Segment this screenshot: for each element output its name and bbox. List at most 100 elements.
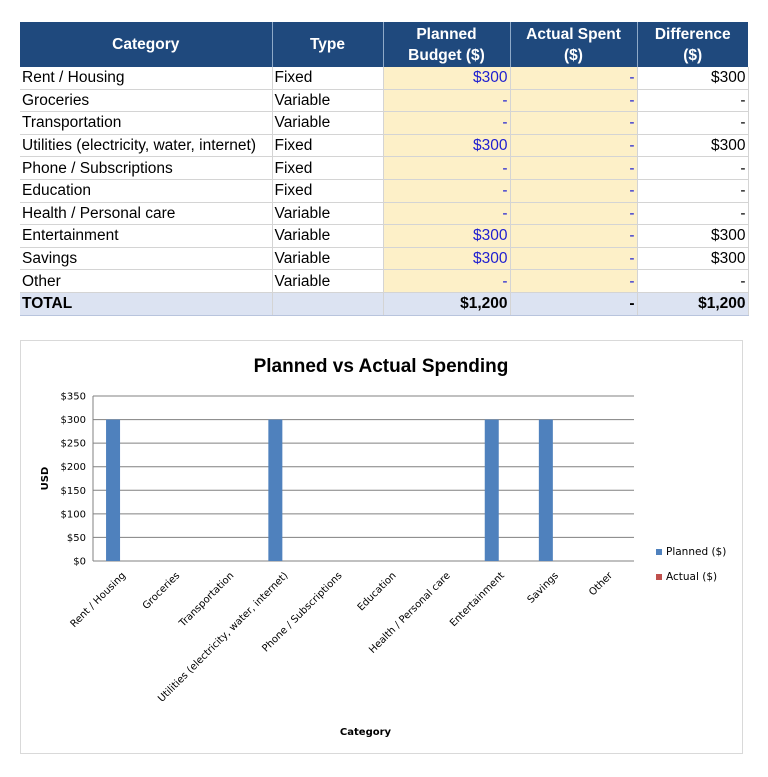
actual-cell[interactable]: - [510,269,638,293]
total-actual-cell[interactable]: - [510,292,638,316]
total-difference-cell[interactable]: $1,200 [637,292,749,316]
y-tick-label: $300 [61,415,86,426]
x-tick-label: Entertainment [448,570,507,629]
type-cell[interactable]: Fixed [272,134,384,158]
category-cell[interactable]: Rent / Housing [20,67,273,90]
category-cell[interactable]: Groceries [20,89,273,113]
planned-cell[interactable]: - [383,156,511,180]
header-diff-line1: Difference [654,25,731,43]
planned-cell[interactable]: - [383,89,511,113]
type-cell[interactable]: Fixed [272,67,384,90]
chart-title: Planned vs Actual Spending [254,356,509,377]
difference-cell[interactable]: - [637,179,749,203]
difference-cell[interactable]: $300 [637,67,749,90]
difference-cell[interactable]: - [637,156,749,180]
type-cell[interactable]: Fixed [272,179,384,203]
header-actual[interactable]: Actual Spent ($) [510,22,638,67]
bar-planned [106,419,121,561]
header-actual-line2: ($) [564,46,583,64]
actual-cell[interactable]: - [510,179,638,203]
category-cell[interactable]: Savings [20,247,273,271]
category-cell[interactable]: Transportation [20,111,273,135]
actual-cell[interactable]: - [510,202,638,226]
x-tick-label: Education [356,570,399,613]
planned-cell[interactable]: - [383,202,511,226]
category-cell[interactable]: Utilities (electricity, water, internet) [20,134,273,158]
planned-cell[interactable]: $300 [383,67,511,90]
y-tick-label: $350 [61,392,86,403]
bar-planned [268,419,283,561]
type-cell[interactable]: Variable [272,89,384,113]
x-tick-label: Other [587,570,615,598]
header-planned[interactable]: Planned Budget ($) [383,22,511,67]
total-planned-cell[interactable]: $1,200 [383,292,511,316]
table-row: Other Variable - - - [20,269,749,293]
difference-cell[interactable]: - [637,89,749,113]
category-cell[interactable]: Health / Personal care [20,202,273,226]
planned-cell[interactable]: $300 [383,134,511,158]
category-cell[interactable]: Other [20,269,273,293]
x-tick-label: Groceries [141,570,182,611]
planned-cell[interactable]: $300 [383,224,511,248]
planned-cell[interactable]: $300 [383,247,511,271]
difference-cell[interactable]: $300 [637,134,749,158]
table-row: Health / Personal care Variable - - - [20,202,749,226]
legend-swatch [656,574,662,580]
chart-canvas: Planned vs Actual Spending $0 $50 $100 $150 $… [40,356,726,738]
actual-cell[interactable]: - [510,224,638,248]
header-planned-line1: Planned [416,25,477,43]
planned-cell[interactable]: - [383,269,511,293]
difference-cell[interactable]: - [637,202,749,226]
table-row: Rent / Housing Fixed $300 - $300 [20,67,749,90]
planned-cell[interactable]: - [383,179,511,203]
legend-label: Planned ($) [666,546,726,558]
table-row: Education Fixed - - - [20,179,749,203]
difference-cell[interactable]: $300 [637,247,749,271]
y-tick-label: $250 [61,439,86,450]
total-label-cell[interactable]: TOTAL [20,292,273,316]
header-row: Category Type Planned Budget ($) Actual … [20,22,748,67]
actual-cell[interactable]: - [510,89,638,113]
actual-cell[interactable]: - [510,67,638,90]
type-cell[interactable]: Variable [272,224,384,248]
table-row: Entertainment Variable $300 - $300 [20,224,749,248]
x-axis-title: Category [340,727,392,738]
type-cell[interactable]: Variable [272,269,384,293]
actual-cell[interactable]: - [510,134,638,158]
legend-swatch [656,549,662,555]
legend-label: Actual ($) [666,571,717,583]
y-tick-label: $0 [73,557,86,568]
x-tick-label: Savings [526,570,561,605]
header-type[interactable]: Type [272,22,384,67]
spending-chart[interactable]: Planned vs Actual Spending $0 $50 $100 $150 $… [20,340,743,754]
difference-cell[interactable]: $300 [637,224,749,248]
planned-cell[interactable]: - [383,111,511,135]
difference-cell[interactable]: - [637,111,749,135]
total-row: TOTAL $1,200 - $1,200 [20,292,749,316]
header-diff-line2: ($) [683,46,703,64]
y-tick-label: $150 [61,486,86,497]
total-type-cell[interactable] [272,292,384,316]
type-cell[interactable]: Fixed [272,156,384,180]
table-row: Savings Variable $300 - $300 [20,247,749,271]
category-cell[interactable]: Entertainment [20,224,273,248]
type-cell[interactable]: Variable [272,247,384,271]
actual-cell[interactable]: - [510,156,638,180]
type-cell[interactable]: Variable [272,111,384,135]
type-cell[interactable]: Variable [272,202,384,226]
header-planned-line2: Budget ($) [408,46,485,64]
table-row: Groceries Variable - - - [20,89,749,113]
budget-table: Category Type Planned Budget ($) Actual … [20,22,749,316]
bar-planned [484,419,499,561]
y-tick-label: $200 [61,462,86,473]
category-cell[interactable]: Phone / Subscriptions [20,156,273,180]
actual-cell[interactable]: - [510,111,638,135]
header-actual-line1: Actual Spent [526,25,621,43]
header-category[interactable]: Category [20,22,273,67]
category-cell[interactable]: Education [20,179,273,203]
y-tick-label: $50 [67,533,86,544]
table-row: Transportation Variable - - - [20,111,749,135]
actual-cell[interactable]: - [510,247,638,271]
header-difference[interactable]: Difference ($) [637,22,748,67]
difference-cell[interactable]: - [637,269,749,293]
